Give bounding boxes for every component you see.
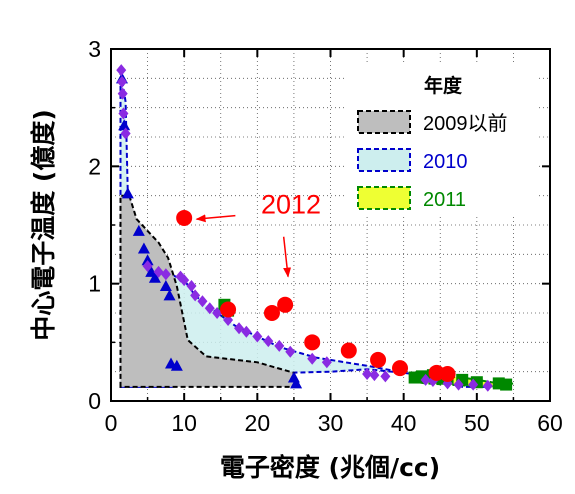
point-2010 <box>453 378 464 391</box>
point-2012 <box>220 301 237 318</box>
point-2011 <box>500 378 513 391</box>
x-tick-label: 0 <box>105 410 118 436</box>
point-2012 <box>439 366 456 383</box>
point-2010 <box>204 302 215 315</box>
annotation-arrow <box>195 214 236 223</box>
point-2012 <box>263 305 280 321</box>
point-2012 <box>392 360 409 377</box>
point-2009以前 <box>118 119 131 131</box>
point-2010 <box>160 268 171 281</box>
point-2010 <box>252 330 263 343</box>
point-2012 <box>304 334 321 351</box>
legend-label: 2011 <box>423 189 466 211</box>
point-2009以前 <box>163 289 176 301</box>
point-2010 <box>482 379 493 392</box>
point-2010 <box>120 127 131 140</box>
point-2010 <box>274 339 285 352</box>
annotation: 2012 <box>195 189 321 278</box>
point-2009以前 <box>132 224 145 236</box>
point-2012 <box>277 296 294 313</box>
point-2009以前 <box>137 242 150 254</box>
point-2010 <box>118 107 129 120</box>
point-2010 <box>212 307 223 319</box>
point-2010 <box>285 345 296 358</box>
point-2009以前 <box>141 254 154 266</box>
x-axis-label: 電子密度 (兆個/cc) <box>220 453 440 482</box>
point-2009以前 <box>290 377 303 389</box>
legend: 年度 2009以前 2010 2011 <box>346 62 536 214</box>
point-2010 <box>307 352 318 365</box>
y-tick-label: 3 <box>88 36 101 62</box>
point-2010 <box>263 335 274 348</box>
legend-title: 年度 <box>424 74 463 97</box>
legend-label: 2009以前 <box>423 112 508 135</box>
point-2009以前 <box>170 359 183 371</box>
point-2010 <box>142 260 153 273</box>
point-2010 <box>116 75 127 88</box>
x-tick-label: 30 <box>318 410 344 436</box>
x-tick-label: 50 <box>464 410 490 436</box>
point-2010 <box>234 322 245 335</box>
point-2009以前 <box>121 187 134 199</box>
point-2010 <box>190 289 201 302</box>
legend-label: 2010 <box>423 151 468 173</box>
x-tick-label: 40 <box>391 410 417 436</box>
y-tick-label: 0 <box>88 388 101 414</box>
point-2012 <box>370 351 387 368</box>
x-tick-label: 60 <box>537 410 563 436</box>
x-ticks: 0 10 20 30 40 50 60 <box>105 49 563 436</box>
point-2010 <box>362 368 373 381</box>
point-2010 <box>179 274 190 287</box>
legend-swatch <box>357 186 411 210</box>
point-2010 <box>241 325 252 338</box>
region-2009以前 <box>119 194 299 388</box>
point-2010 <box>186 280 197 293</box>
point-2009以前 <box>159 280 172 292</box>
point-2010 <box>369 369 380 382</box>
point-2010 <box>197 295 208 308</box>
point-2010 <box>321 356 332 369</box>
point-2010 <box>153 265 164 278</box>
point-2010 <box>116 64 127 77</box>
point-2010 <box>420 373 431 386</box>
x-tick-label: 10 <box>171 410 197 436</box>
point-2010 <box>468 378 479 391</box>
y-axis-label: 中心電子温度 (億度) <box>29 109 58 341</box>
point-2010 <box>380 370 391 383</box>
y-ticks: 0 1 2 3 <box>88 36 550 414</box>
annotation-label: 2012 <box>261 189 321 219</box>
legend-swatch <box>357 148 411 172</box>
point-2012 <box>176 209 193 226</box>
point-2010 <box>117 87 128 100</box>
data-points <box>115 64 513 392</box>
annotation-arrow <box>282 236 292 278</box>
point-2012 <box>340 342 357 359</box>
y-tick-label: 2 <box>88 153 101 179</box>
legend-swatch <box>357 110 411 134</box>
y-tick-label: 1 <box>88 271 101 297</box>
point-2009以前 <box>148 271 161 283</box>
x-tick-label: 20 <box>245 410 271 436</box>
